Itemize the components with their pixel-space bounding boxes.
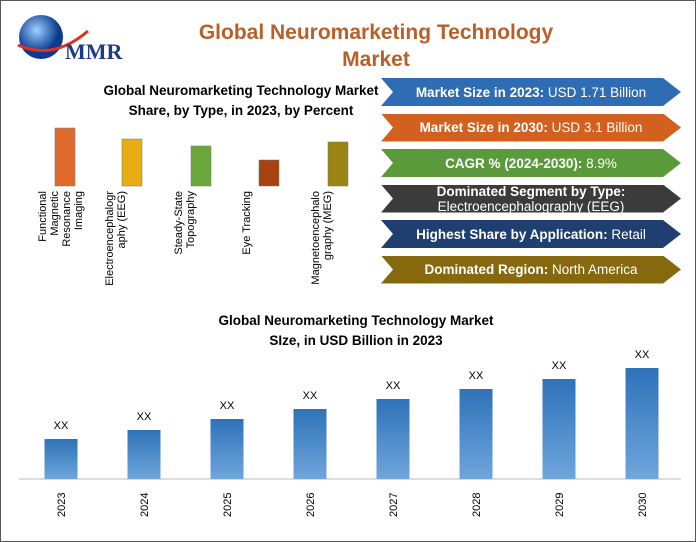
- info-label: Market Size in 2023:: [415, 84, 545, 100]
- x-tick-label: 2030: [637, 493, 649, 517]
- info-text: Market Size in 2030: USD 3.1 Billion: [420, 120, 643, 135]
- logo-text: MMR: [65, 39, 124, 64]
- info-text: Market Size in 2023: USD 1.71 Billion: [416, 85, 646, 100]
- bar: [121, 138, 143, 187]
- info-box: Market Size in 2023: USD 1.71 Billion: [381, 78, 681, 106]
- x-tick-label: 2023: [56, 493, 68, 517]
- x-tick-label: Functional Magnetic Resonance Imaging: [37, 191, 85, 247]
- info-value: Electroencephalography (EEG): [437, 198, 625, 214]
- value-label: XX: [137, 411, 152, 423]
- value-label: XX: [54, 420, 69, 432]
- page-title: Global Neuromarketing Technology Market: [198, 21, 554, 71]
- value-label: XX: [635, 349, 650, 361]
- bar: [190, 145, 212, 187]
- bar: [258, 159, 280, 187]
- info-label: CAGR % (2024-2030):: [445, 155, 583, 171]
- bar: [625, 368, 659, 479]
- info-label: Highest Share by Application:: [416, 226, 608, 242]
- info-box: Highest Share by Application: Retail: [381, 220, 681, 248]
- info-value: North America: [551, 262, 638, 277]
- info-box: CAGR % (2024-2030): 8.9%: [381, 149, 681, 177]
- x-tick-label: Magnetoencephalography (MEG): [310, 191, 334, 285]
- value-label: XX: [303, 390, 318, 402]
- x-tick-label: 2026: [305, 493, 317, 517]
- x-tick-label: Eye Tracking: [241, 191, 253, 255]
- x-tick-label: 2028: [471, 493, 483, 517]
- x-tick-label: 2024: [139, 493, 151, 517]
- info-label: Dominated Region:: [424, 262, 549, 277]
- bar: [459, 389, 493, 479]
- info-value: Retail: [611, 226, 646, 242]
- info-label: Dominated Segment by Type:: [436, 183, 626, 199]
- info-box: Market Size in 2030: USD 3.1 Billion: [381, 113, 681, 142]
- bar: [210, 419, 244, 479]
- bar: [127, 430, 161, 479]
- info-text: CAGR % (2024-2030): 8.9%: [445, 156, 617, 171]
- chart-title: Global Neuromarketing Technology Market …: [103, 83, 379, 118]
- logo: MMR: [17, 15, 124, 64]
- value-label: XX: [386, 380, 401, 392]
- bar: [54, 127, 76, 187]
- info-label: Market Size in 2030:: [419, 120, 548, 135]
- value-label: XX: [469, 370, 484, 382]
- bar: [542, 379, 576, 479]
- bar: [327, 141, 349, 187]
- value-label: XX: [552, 360, 567, 372]
- info-box: Dominated Segment by Type: Electroenceph…: [381, 183, 681, 214]
- bar: [293, 409, 327, 479]
- x-tick-label: Steady-State Topography: [173, 191, 197, 255]
- value-label: XX: [220, 400, 235, 412]
- info-value: USD 1.71 Billion: [547, 84, 647, 100]
- info-text: Highest Share by Application: Retail: [416, 227, 646, 242]
- chart-title: Global Neuromarketing Technology Market …: [218, 313, 494, 348]
- x-tick-label: 2027: [388, 493, 400, 517]
- info-text: Dominated Segment by Type: Electroenceph…: [381, 183, 681, 214]
- bar: [44, 439, 78, 479]
- x-tick-label: 2025: [222, 493, 234, 517]
- bar: [376, 399, 410, 479]
- x-tick-label: Electroencephalography (EEG): [104, 191, 128, 286]
- info-value: 8.9%: [586, 155, 617, 171]
- info-value: USD 3.1 Billion: [551, 120, 643, 135]
- info-text: Dominated Region: North America: [424, 262, 637, 277]
- info-box: Dominated Region: North America: [381, 255, 681, 284]
- x-tick-label: 2029: [554, 493, 566, 517]
